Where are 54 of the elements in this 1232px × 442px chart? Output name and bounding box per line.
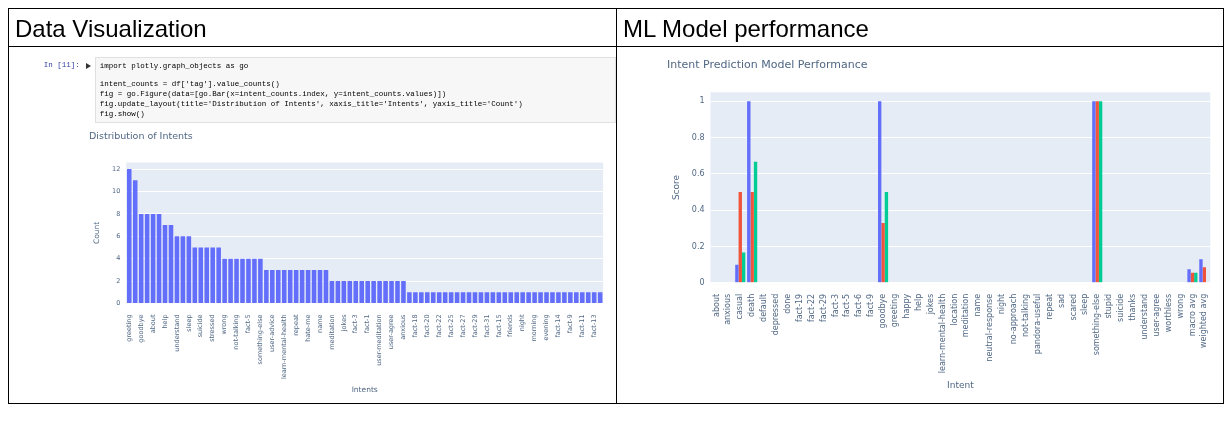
y-tick-label: 0.4 [691,205,705,215]
x-tick-label: fact-29 [818,293,828,323]
x-tick-label: thanks [1128,293,1138,321]
x-tick-label: about [711,293,721,317]
chart-title: Data Visualization [9,9,616,47]
x-tick-label: casual [735,293,745,320]
x-tick-label: location [949,293,959,326]
x-tick-label: stupid [1104,293,1114,319]
y-tick-label: 0 [699,277,705,287]
x-tick-label: meditation [961,293,971,338]
y-tick-label: 0.8 [691,132,705,142]
x-tick-label: not-talking [1020,293,1030,338]
y-tick-label: 0.6 [691,168,705,178]
x-tick-label: pandora-useful [1032,293,1042,355]
x-tick-label: help [913,293,923,312]
x-tick-label: happy [901,293,911,319]
x-tick-label: something-else [1092,293,1102,356]
x-tick-label: fact-9 [866,293,876,318]
x-tick-label: greeting [890,293,900,328]
x-tick-label: sad [1056,293,1066,308]
x-tick-label: fact-6 [854,293,864,318]
x-tick-label: understand [1139,293,1149,340]
x-tick-label: no-approach [1009,293,1019,345]
x-tick-label: death [747,293,757,317]
x-tick-label: jokes [925,293,935,316]
y-axis-title: Score [670,174,681,201]
x-tick-label: night [997,293,1007,315]
chart-subtitle: Intent Prediction Model Performance [667,58,868,72]
x-tick-label: depressed [771,293,781,336]
x-tick-label: user-agree [1151,293,1161,337]
x-tick-label: neutral-response [985,293,995,362]
x-tick-label: wrong [1175,293,1185,319]
x-tick-label: goodbye [878,293,888,329]
x-tick-label: suicide [1116,293,1126,322]
x-tick-label: scared [1068,293,1078,321]
x-tick-label: weighted avg [1199,293,1209,349]
x-tick-label: fact-5 [842,293,852,318]
x-tick-label: repeat [1044,293,1054,320]
y-tick-label: 0.2 [691,241,705,251]
chart-subtitle: Distribution of Intents [89,130,193,142]
y-tick-label: 1 [699,96,705,106]
x-tick-label: fact-19 [794,293,804,323]
x-tick-label: fact-22 [806,293,816,323]
x-tick-label: macro avg [1187,293,1197,337]
chart-title: ML Model performance [617,9,1223,47]
x-tick-label: anxious [723,293,733,325]
x-tick-label: learn-mental-health [937,293,947,374]
x-tick-label: done [782,293,792,314]
x-tick-label: sleep [1080,293,1090,316]
x-tick-label: default [759,293,769,322]
x-tick-label: name [973,293,983,317]
x-tick-label: worthless [1163,293,1173,333]
x-axis-title: Intent [947,379,975,390]
x-tick-label: fact-3 [830,293,840,318]
